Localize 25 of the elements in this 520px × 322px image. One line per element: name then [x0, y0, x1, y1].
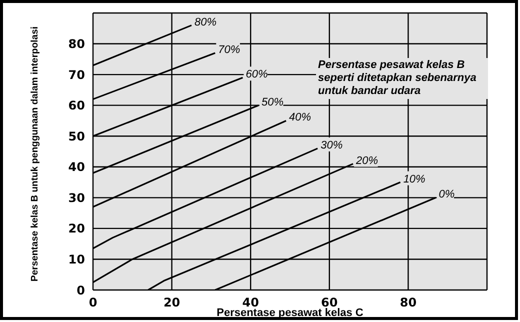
annotation: Persentase pesawat kelas B seperti ditetapkan sebenarnya untuk bandar udara	[316, 58, 488, 99]
y-tick-label: 10	[68, 252, 85, 266]
y-tick-label: 30	[68, 190, 85, 205]
series-label: 30%	[320, 139, 343, 152]
y-tick-label: 60	[68, 98, 85, 113]
y-tick-label: 40	[68, 160, 85, 174]
x-tick-label: 80	[400, 296, 417, 310]
y-tick-label: 50	[68, 129, 85, 144]
series-label: 50%	[261, 96, 284, 108]
series-label: 70%	[218, 44, 240, 56]
series-label: 0%	[438, 188, 455, 201]
series-label: 80%	[194, 16, 217, 28]
series-label: 60%	[246, 68, 268, 81]
y-tick-label: 80	[68, 37, 85, 52]
y-axis-title: Persentase kelas B untuk penggunaan dalam interpolasi	[29, 26, 40, 282]
y-tick-label: 70	[68, 68, 85, 82]
x-tick-label: 0	[88, 296, 98, 310]
x-tick-label: 20	[163, 296, 180, 310]
series-label: 10%	[403, 173, 426, 186]
y-tick-label: 20	[68, 222, 85, 236]
series-label: 20%	[355, 154, 378, 167]
y-tick-label: 0	[76, 283, 85, 298]
series-label: 40%	[289, 112, 312, 124]
x-tick-label: 40	[242, 296, 259, 310]
x-axis-title: Persentase pesawat kelas C	[216, 307, 364, 319]
